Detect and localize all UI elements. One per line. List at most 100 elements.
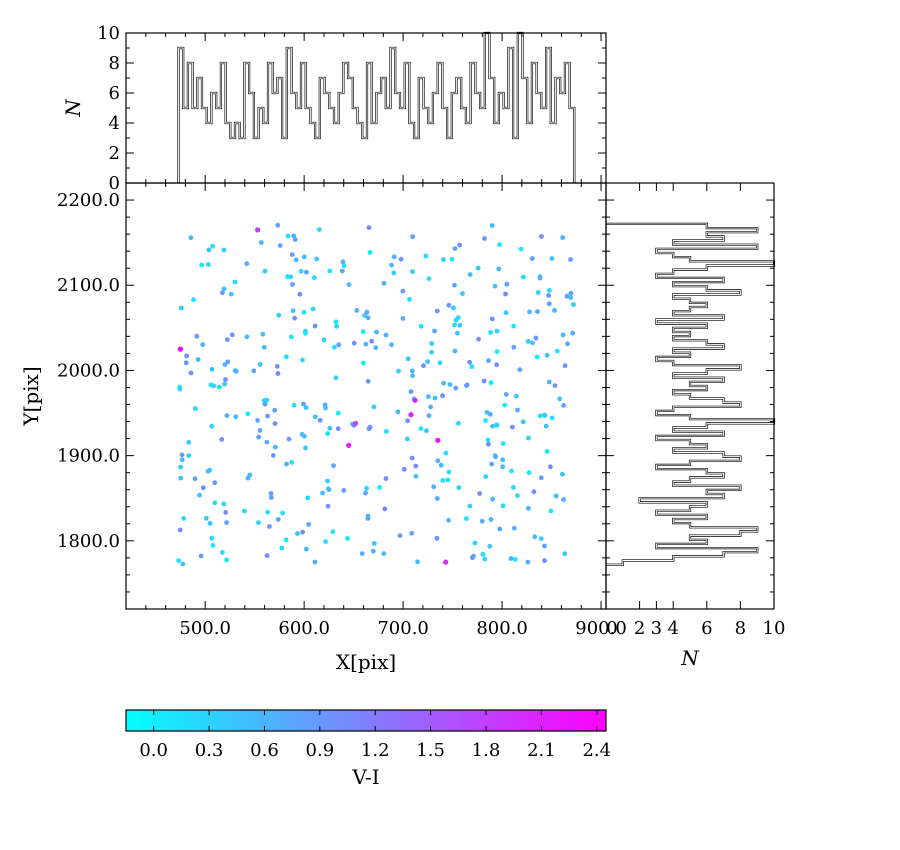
scatter-point (538, 536, 544, 541)
scatter-point (487, 543, 493, 549)
scatter-point (511, 525, 517, 531)
scatter-point (401, 466, 407, 472)
scatter-point (268, 495, 274, 500)
scatter-point (486, 441, 491, 447)
scatter-point (192, 476, 198, 482)
scatter-point (188, 370, 194, 376)
scatter-point (426, 276, 432, 282)
scatter-point (482, 236, 487, 241)
colorbar-label: V-I (351, 765, 379, 789)
scatter-point (303, 445, 308, 451)
scatter-point (520, 419, 526, 425)
scatter-point (310, 306, 316, 312)
scatter-point (446, 517, 451, 523)
scatter-point (560, 235, 566, 241)
scatter-point (316, 227, 322, 233)
scatter-point (289, 252, 295, 257)
scatter-point (351, 340, 357, 346)
scatter-point (549, 256, 555, 261)
scatter-point (274, 364, 280, 369)
scatter-point (562, 363, 568, 369)
scatter-point (552, 308, 557, 313)
scatter-point (456, 485, 462, 490)
scatter-point (340, 259, 346, 265)
scatter-point (193, 406, 198, 411)
scatter-point-highlight (255, 227, 261, 233)
right-hist-x-tick-label: 3 (651, 618, 662, 639)
scatter-point (317, 417, 323, 423)
scatter-point (525, 559, 531, 565)
scatter-point (177, 386, 183, 392)
scatter-point (216, 384, 222, 390)
scatter-point (486, 358, 491, 364)
scatter-point (362, 313, 368, 318)
scatter-point (489, 461, 495, 467)
scatter-point-highlight (435, 437, 441, 443)
scatter-point (180, 561, 186, 567)
scatter-point (365, 513, 371, 519)
scatter-point (493, 422, 499, 428)
colorbar-ticks: 0.0 0.3 0.6 0.9 1.2 1.5 1.8 2.1 2.4 (139, 710, 611, 761)
scatter-point (534, 354, 540, 360)
scatter-point (244, 261, 250, 267)
scatter-point (366, 225, 372, 231)
scatter-point (272, 421, 278, 426)
scatter-point (542, 558, 547, 563)
top-hist-y-tick-label: 8 (109, 53, 120, 74)
scatter-point (222, 381, 228, 387)
scatter-point (475, 265, 481, 271)
scatter-point (445, 477, 451, 483)
scatter-point (292, 237, 298, 242)
scatter-point (568, 295, 574, 300)
scatter-point (331, 463, 336, 468)
scatter-points (176, 222, 576, 567)
scatter-point (460, 291, 465, 296)
right-histogram-step-inner (606, 223, 775, 566)
scatter-point (446, 469, 452, 475)
top-hist-y-tick-label: 6 (109, 83, 120, 104)
scatter-point (451, 305, 456, 311)
scatter-point (568, 257, 573, 262)
scatter-point (265, 509, 271, 515)
scatter-point (366, 426, 372, 432)
scatter-point (437, 360, 443, 366)
scatter-point (283, 537, 289, 543)
scatter-point (441, 257, 446, 262)
scatter-point (562, 551, 568, 557)
y-tick-label: 2000.0 (57, 360, 120, 381)
scatter-point (223, 377, 228, 382)
scatter-point (382, 506, 388, 512)
scatter-point (480, 551, 486, 557)
scatter-point (413, 463, 419, 469)
scatter-point (341, 263, 347, 269)
scatter-point (209, 535, 215, 541)
scatter-point (225, 337, 230, 343)
scatter-point (538, 475, 544, 481)
scatter-point (565, 341, 570, 347)
scatter-point (389, 342, 394, 348)
scatter-point (311, 275, 317, 281)
scatter-point (488, 330, 493, 335)
scatter-point (429, 341, 435, 346)
scatter-point (424, 428, 429, 434)
scatter-point (490, 496, 496, 502)
scatter-point (488, 380, 494, 386)
scatter-point (489, 223, 495, 228)
colorbar-tick-label: 1.5 (416, 740, 445, 761)
scatter-point (438, 462, 444, 468)
scatter-point (363, 341, 369, 347)
scatter-point (383, 476, 389, 481)
scatter-point (256, 520, 261, 526)
scatter-point (515, 493, 520, 498)
scatter-point (284, 354, 289, 360)
scatter-point (221, 501, 227, 507)
scatter-point (476, 336, 481, 342)
colorbar-tick-label: 2.1 (527, 740, 556, 761)
scatter-point (183, 360, 189, 366)
scatter-point (500, 441, 506, 446)
scatter-point (549, 415, 555, 421)
scatter-point (364, 485, 369, 491)
scatter-point (440, 478, 446, 483)
scatter-point (293, 257, 299, 263)
scatter-point (330, 529, 336, 535)
